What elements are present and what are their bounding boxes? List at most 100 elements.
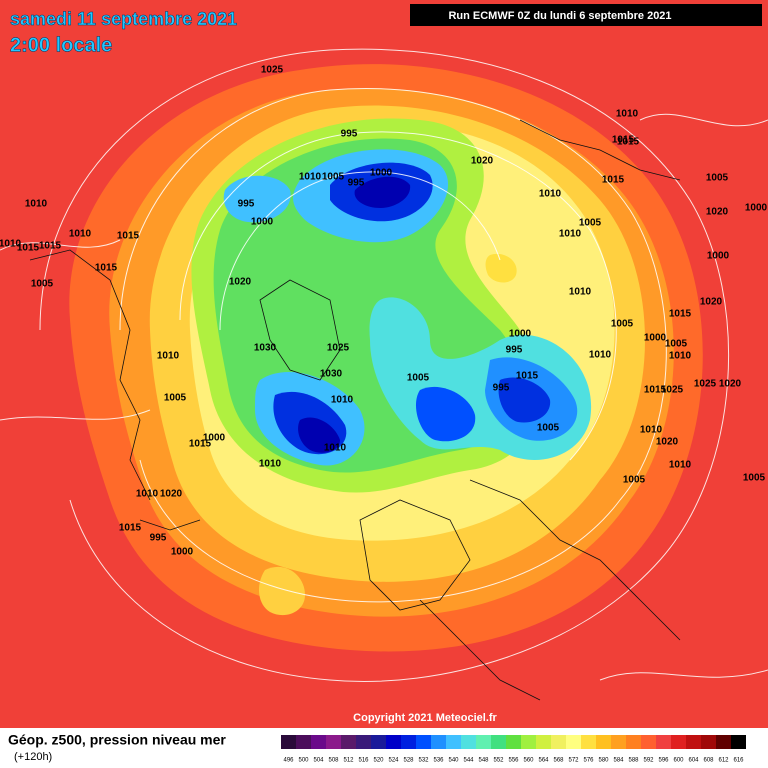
scale-label: 504 <box>313 758 324 764</box>
isobar-label: 1000 <box>251 217 274 228</box>
isobar-label: 995 <box>506 345 523 356</box>
isobar-label: 995 <box>150 533 167 544</box>
scale-swatch <box>641 735 656 749</box>
scale-label: 564 <box>538 758 549 764</box>
isobar-label: 1010 <box>669 351 692 362</box>
isobar-label: 1010 <box>157 351 180 362</box>
isobar-label: 1015 <box>617 137 640 148</box>
scale-label: 616 <box>733 758 744 764</box>
isobar-label: 995 <box>341 129 358 140</box>
scale-swatch <box>506 735 521 749</box>
scale-swatch <box>521 735 536 749</box>
scale-label: 612 <box>718 758 729 764</box>
scale-label: 540 <box>448 758 459 764</box>
isobar-label: 1010 <box>136 489 159 500</box>
scale-label: 500 <box>298 758 309 764</box>
isobar-label: 1010 <box>259 459 282 470</box>
subtitle: 2:00 locale <box>10 34 112 56</box>
isobar-label: 1015 <box>17 243 40 254</box>
isobar-label: 1000 <box>644 333 667 344</box>
scale-label: 592 <box>643 758 654 764</box>
isobar-label: 1000 <box>707 251 730 262</box>
scale-swatch <box>626 735 641 749</box>
scale-label: 520 <box>373 758 384 764</box>
isobar-label: 1005 <box>743 473 766 484</box>
isobar-label: 1010 <box>559 229 582 240</box>
isobar-label: 1015 <box>95 263 118 274</box>
scale-swatch <box>731 735 746 749</box>
isobar-label: 1005 <box>579 218 602 229</box>
isobar-label: 1015 <box>612 135 635 146</box>
scale-swatch <box>566 735 581 749</box>
isobar-label: 995 <box>348 178 365 189</box>
scale-swatch <box>716 735 731 749</box>
isobar-label: 1010 <box>569 287 592 298</box>
scale-swatch <box>686 735 701 749</box>
isobar-label: 1015 <box>644 385 667 396</box>
isobar-label: 1015 <box>669 309 692 320</box>
isobar-label: 1020 <box>706 207 729 218</box>
scale-swatch <box>461 735 476 749</box>
isobar-label: 995 <box>238 199 255 210</box>
scale-swatch <box>431 735 446 749</box>
isobar-label: 1010 <box>640 425 663 436</box>
isobar-label: 1010 <box>0 239 22 250</box>
scale-label: 528 <box>403 758 414 764</box>
legend-lead: (+120h) <box>14 751 52 763</box>
scale-label: 508 <box>328 758 339 764</box>
isobar-label: 1000 <box>745 203 768 214</box>
scale-label: 588 <box>628 758 639 764</box>
scale-swatch <box>596 735 611 749</box>
copyright: Copyright 2021 Meteociel.fr <box>353 712 497 724</box>
isobar-label: 1005 <box>611 319 634 330</box>
isobar-label: 1005 <box>623 475 646 486</box>
isobar-label: 1030 <box>254 343 277 354</box>
isobar-label: 1010 <box>331 395 354 406</box>
scale-label: 496 <box>283 758 294 764</box>
isobar-label: 1010 <box>669 460 692 471</box>
scale-label: 552 <box>493 758 504 764</box>
scale-swatch <box>476 735 491 749</box>
isobar-label: 1020 <box>160 489 183 500</box>
scale-swatch <box>386 735 401 749</box>
isobar-label: 1015 <box>119 523 142 534</box>
scale-label: 604 <box>688 758 699 764</box>
scale-swatch <box>491 735 506 749</box>
isobar-label: 1005 <box>537 423 560 434</box>
isobar-label: 1000 <box>171 547 194 558</box>
scale-swatch <box>536 735 551 749</box>
scale-label: 568 <box>553 758 564 764</box>
scale-swatch <box>551 735 566 749</box>
isobar-label: 1010 <box>324 443 347 454</box>
scale-swatch <box>311 735 326 749</box>
scale-swatch <box>326 735 341 749</box>
isobar-label: 1010 <box>616 109 639 120</box>
isobar-label: 1005 <box>665 339 688 350</box>
isobar-label: 1010 <box>539 189 562 200</box>
isobar-label: 1015 <box>602 175 625 186</box>
isobar-label: 1010 <box>25 199 48 210</box>
scale-swatch <box>701 735 716 749</box>
run-box <box>410 4 762 26</box>
scale-label: 544 <box>463 758 474 764</box>
isobar-label: 1000 <box>509 329 532 340</box>
scale-label: 532 <box>418 758 429 764</box>
scale-swatch <box>656 735 671 749</box>
scale-label: 524 <box>388 758 399 764</box>
scale-label: 512 <box>343 758 354 764</box>
isobar-label: 995 <box>493 383 510 394</box>
scale-label: 560 <box>523 758 534 764</box>
isobar-label: 1020 <box>700 297 723 308</box>
isobar-label: 1000 <box>203 433 226 444</box>
scale-label: 584 <box>613 758 624 764</box>
isobar-label: 1015 <box>189 439 212 450</box>
isobar-label: 1020 <box>471 156 494 167</box>
isobar-label: 1020 <box>229 277 252 288</box>
isobar-label: 1020 <box>656 437 679 448</box>
scale-label: 572 <box>568 758 579 764</box>
scale-swatch <box>401 735 416 749</box>
scale-swatch <box>281 735 296 749</box>
scale-label: 536 <box>433 758 444 764</box>
isobar-label: 1025 <box>327 343 350 354</box>
